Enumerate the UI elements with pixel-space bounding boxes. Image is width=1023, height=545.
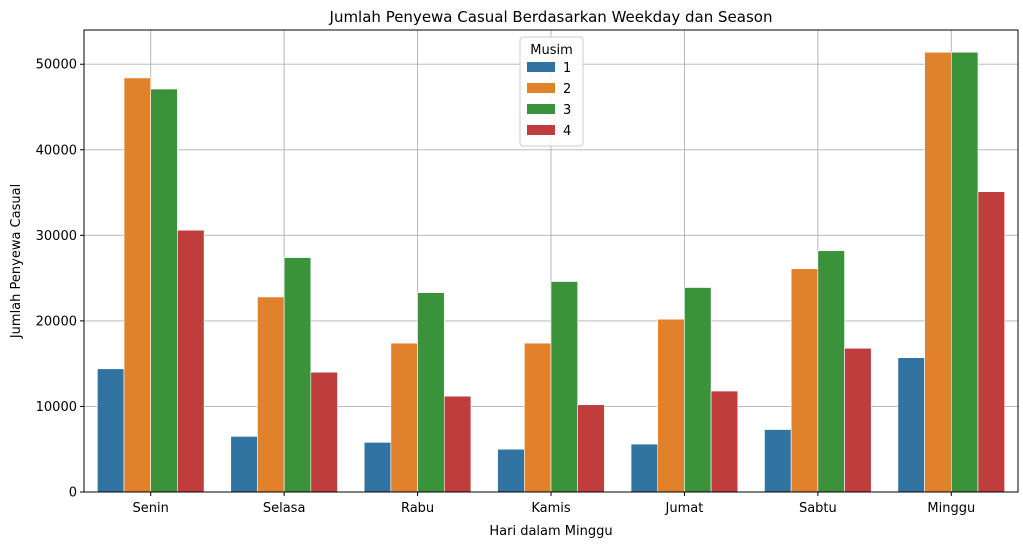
x-tick-label: Selasa <box>263 501 306 516</box>
bar-season-2-minggu <box>924 51 952 493</box>
bar-season-1-kamis <box>497 448 525 493</box>
bar-season-3-sabtu <box>817 250 845 493</box>
y-tick-label: 10000 <box>36 400 77 415</box>
legend-swatch-1 <box>527 62 555 72</box>
bars <box>97 51 1005 493</box>
x-axis-ticks: Senin Selasa Rabu Kamis Jumat Sabtu Minggu <box>133 492 975 516</box>
bar-season-3-jumat <box>684 287 712 493</box>
legend-label-3: 3 <box>563 103 571 118</box>
legend-label-1: 1 <box>563 61 571 76</box>
bar-season-2-kamis <box>524 342 552 493</box>
x-tick-label: Senin <box>133 501 169 516</box>
bar-season-1-jumat <box>630 443 659 493</box>
bar-season-3-rabu <box>417 292 445 493</box>
bar-season-3-senin <box>150 88 178 493</box>
legend-label-4: 4 <box>563 124 571 139</box>
legend-swatch-4 <box>527 125 555 135</box>
bar-season-4-kamis <box>577 404 605 493</box>
bar-season-3-minggu <box>950 51 979 493</box>
bar-season-1-rabu <box>363 442 392 493</box>
bar-season-2-jumat <box>657 318 685 493</box>
legend-title: Musim <box>530 43 573 58</box>
bar-season-4-rabu <box>443 395 472 493</box>
x-tick-label: Rabu <box>401 501 434 516</box>
y-axis-ticks: 0 10000 20000 30000 40000 50000 <box>36 58 84 501</box>
y-tick-label: 0 <box>69 486 77 501</box>
x-tick-label: Sabtu <box>799 501 837 516</box>
chart-title: Jumlah Penyewa Casual Berdasarkan Weekda… <box>329 8 773 26</box>
bar-season-3-selasa <box>283 257 312 493</box>
legend-swatch-3 <box>527 104 555 114</box>
y-tick-label: 20000 <box>36 314 77 329</box>
bar-season-2-sabtu <box>790 268 819 493</box>
bar-season-4-selasa <box>310 371 338 493</box>
bar-season-2-selasa <box>257 296 285 493</box>
x-tick-label: Minggu <box>927 501 975 516</box>
y-tick-label: 40000 <box>36 143 77 158</box>
legend: Musim 1 2 3 4 <box>519 36 584 147</box>
bar-season-1-senin <box>97 368 125 493</box>
x-tick-label: Kamis <box>531 501 571 516</box>
x-tick-label: Jumat <box>665 501 704 516</box>
bar-season-4-minggu <box>977 191 1005 493</box>
y-tick-label: 50000 <box>36 58 77 73</box>
bar-season-4-senin <box>177 229 205 493</box>
legend-label-2: 2 <box>563 82 571 97</box>
bar-season-1-sabtu <box>764 429 792 493</box>
legend-swatch-2 <box>527 83 555 93</box>
bar-season-2-rabu <box>390 342 418 493</box>
x-axis-label: Hari dalam Minggu <box>489 524 612 539</box>
y-axis-label: Jumlah Penyewa Casual <box>9 184 24 339</box>
bar-season-2-senin <box>123 77 152 493</box>
bar-season-1-selasa <box>230 436 258 493</box>
bar-season-4-jumat <box>710 390 739 493</box>
bar-season-3-kamis <box>550 281 578 493</box>
bar-season-4-sabtu <box>844 347 872 493</box>
y-tick-label: 30000 <box>36 229 77 244</box>
bar-season-1-minggu <box>897 357 925 493</box>
